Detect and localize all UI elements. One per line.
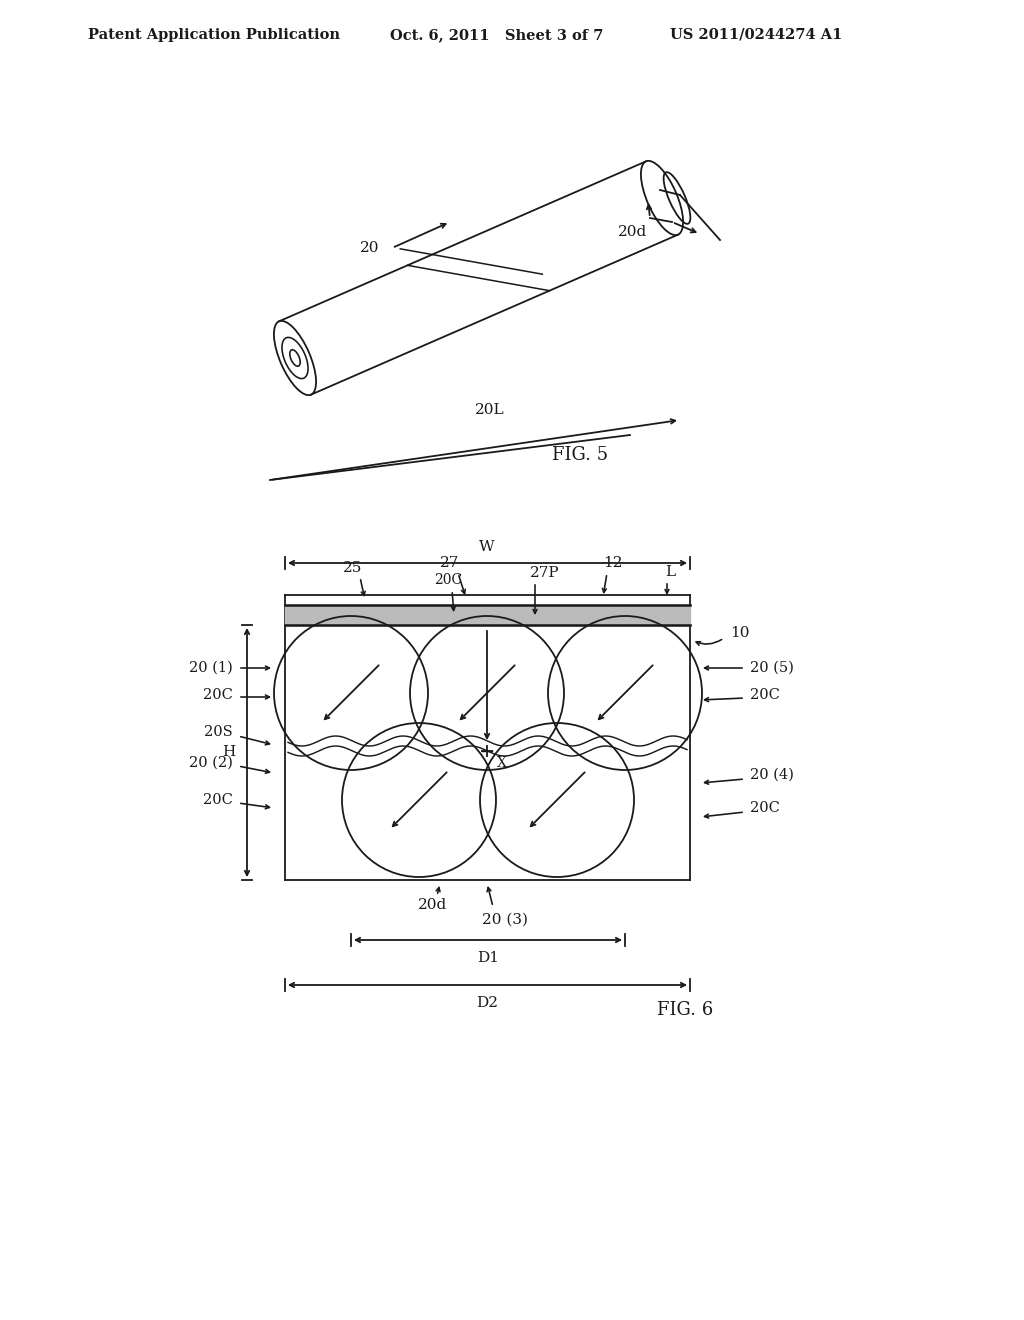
Text: W: W xyxy=(479,540,495,554)
Text: 20S: 20S xyxy=(204,725,233,739)
Text: 20C: 20C xyxy=(434,573,462,587)
Text: 20 (5): 20 (5) xyxy=(750,661,794,675)
Text: X: X xyxy=(497,756,507,770)
Text: 20d: 20d xyxy=(419,898,447,912)
Text: 12: 12 xyxy=(603,556,623,570)
Text: 10: 10 xyxy=(730,626,750,640)
Text: H: H xyxy=(222,744,236,759)
Text: 20C: 20C xyxy=(750,801,780,814)
Text: FIG. 6: FIG. 6 xyxy=(656,1001,713,1019)
Text: US 2011/0244274 A1: US 2011/0244274 A1 xyxy=(670,28,843,42)
Text: Oct. 6, 2011   Sheet 3 of 7: Oct. 6, 2011 Sheet 3 of 7 xyxy=(390,28,603,42)
Text: 20C: 20C xyxy=(750,688,780,702)
Text: 20 (1): 20 (1) xyxy=(189,661,233,675)
Text: 20 (2): 20 (2) xyxy=(189,756,233,770)
Text: 20 (4): 20 (4) xyxy=(750,768,794,781)
Text: 20C: 20C xyxy=(203,793,233,807)
Text: 20 (3): 20 (3) xyxy=(482,913,528,927)
Text: 25: 25 xyxy=(343,561,362,576)
Text: 20: 20 xyxy=(360,242,380,255)
Text: 27: 27 xyxy=(440,556,460,570)
Text: FIG. 5: FIG. 5 xyxy=(552,446,608,465)
Text: D2: D2 xyxy=(476,997,498,1010)
Text: D1: D1 xyxy=(477,950,499,965)
Text: 20d: 20d xyxy=(618,224,647,239)
Text: Patent Application Publication: Patent Application Publication xyxy=(88,28,340,42)
Text: 27P: 27P xyxy=(530,566,560,579)
Text: L: L xyxy=(665,565,675,579)
Text: 20L: 20L xyxy=(475,403,505,417)
Text: 20C: 20C xyxy=(203,688,233,702)
